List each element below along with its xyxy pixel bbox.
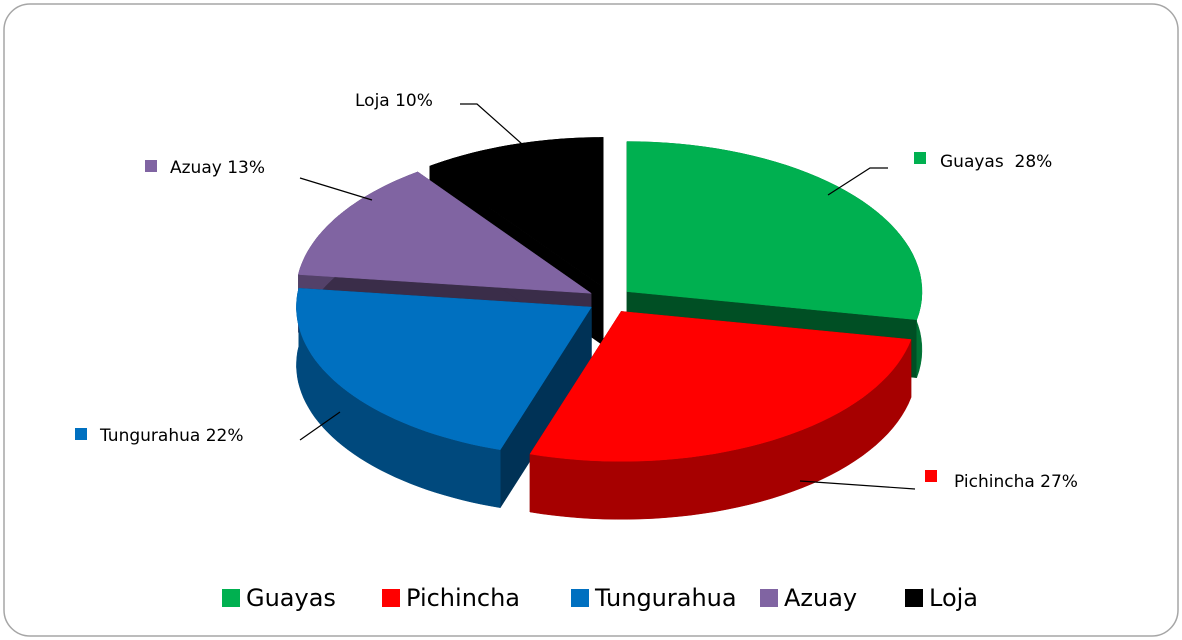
label-key [75,428,87,440]
legend-key [382,589,400,607]
data-label: Azuay 13% [170,158,265,178]
leader-line [299,177,373,201]
legend-label: Guayas [246,584,336,612]
legend-key [760,589,778,607]
legend-label: Tungurahua [594,584,737,612]
label-key [145,160,157,172]
legend-key [222,589,240,607]
slice-top [296,288,592,450]
legend-label: Loja [929,584,978,612]
slice-top [429,137,604,288]
legend-label: Pichincha [406,584,520,612]
data-label: Guayas 28% [940,152,1052,172]
legend-key [571,589,589,607]
pie-slice [296,288,592,509]
pie-slice [529,310,912,520]
data-label: Tungurahua 22% [99,426,243,446]
label-key [914,152,926,164]
data-label: Pichincha 27% [954,472,1078,492]
label-key [925,470,937,482]
leader-line [299,411,341,441]
legend-key [905,589,923,607]
data-label: Loja 10% [355,91,433,111]
leader-line [799,480,916,490]
leader-line [827,167,888,196]
legend-label: Azuay [784,584,857,612]
slice-top [298,171,592,294]
slice-top [529,311,912,462]
slice-top [626,141,923,320]
leader-line [460,103,541,161]
